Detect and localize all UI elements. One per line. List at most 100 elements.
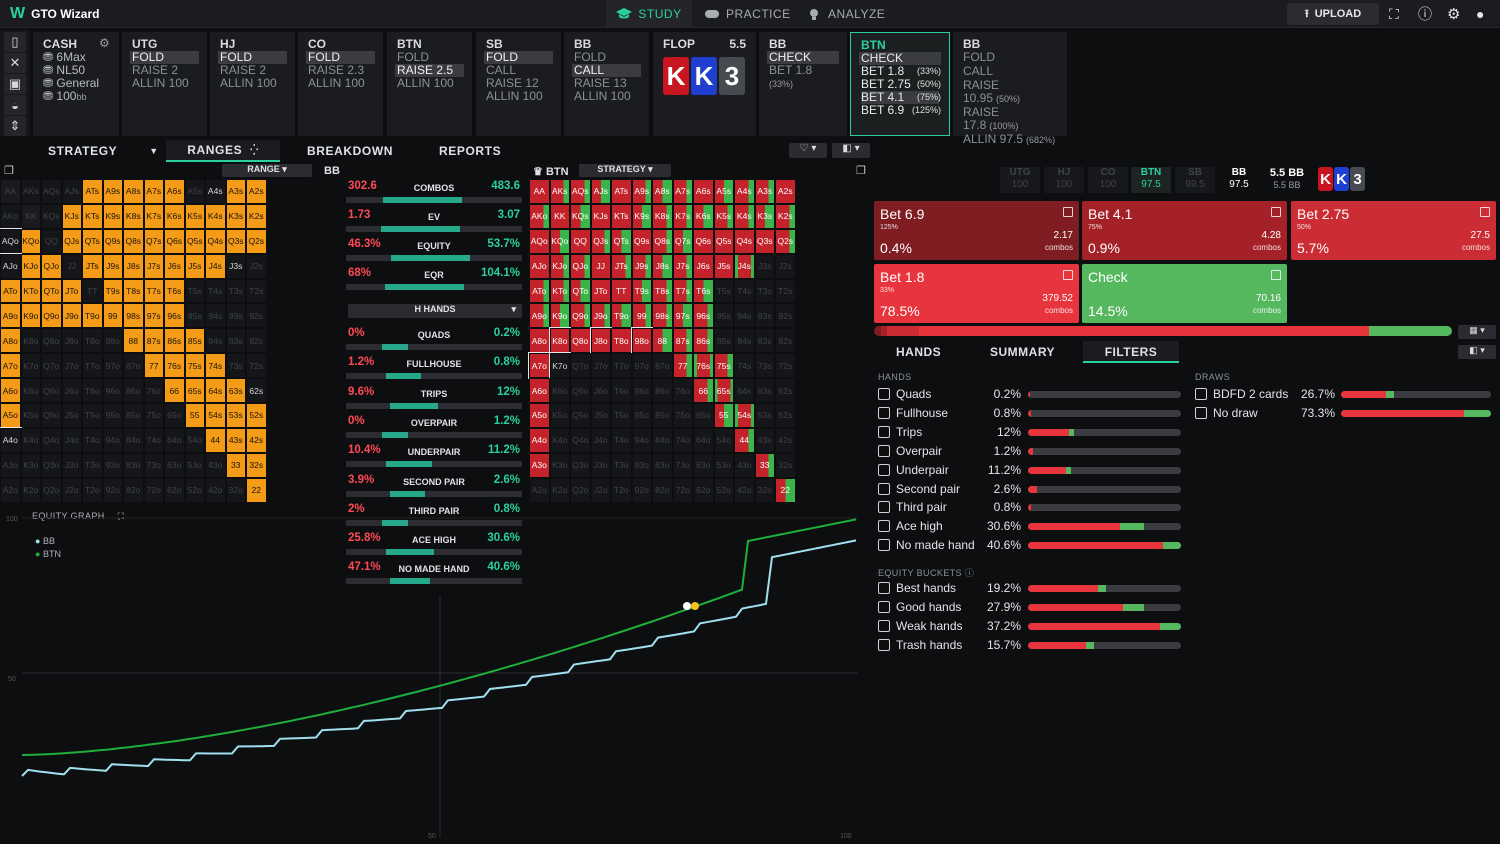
action-option[interactable]: BET 1.8 [769, 63, 813, 77]
hand-cell[interactable]: 44 [734, 427, 755, 453]
hand-cell[interactable]: AKs [20, 179, 41, 204]
hand-cell[interactable]: ATo [529, 278, 550, 304]
hand-cell[interactable]: K3s [754, 203, 775, 229]
checkbox[interactable] [878, 501, 890, 514]
hand-cell[interactable]: T6s [164, 278, 185, 304]
hand-cell[interactable]: 65o [164, 403, 185, 428]
action-card-bet-2-75[interactable]: Bet 2.75 50% 5.7% 27.5 combos [1291, 201, 1496, 260]
favorite-dropdown[interactable]: ♡ ▾ [789, 143, 827, 158]
action-option[interactable]: RAISE 2.5 [395, 64, 464, 77]
filter-ace-high[interactable]: Ace high [878, 517, 943, 535]
hand-cell[interactable]: K5s [713, 203, 734, 229]
hand-cell[interactable]: K4o [549, 427, 570, 453]
position-card-btn[interactable]: BTN FOLD RAISE 2.5 ALLIN 100 [387, 32, 472, 136]
action-option[interactable]: FOLD [306, 51, 375, 64]
hand-cell[interactable]: K8s [123, 203, 144, 229]
hand-cell[interactable]: AQs [570, 179, 591, 204]
hand-cell[interactable]: 92s [246, 303, 267, 329]
hand-cell[interactable]: 93o [102, 452, 123, 478]
action-option[interactable]: RAISE 17.8 (100%) [963, 106, 1057, 133]
hand-cell[interactable]: 99 [631, 303, 652, 329]
list-icon[interactable] [1271, 270, 1281, 280]
filter-good-hands[interactable]: Good hands [878, 598, 961, 616]
hand-cell[interactable]: AQs [41, 179, 62, 204]
hand-cell[interactable]: A6s [693, 179, 714, 204]
hand-cell[interactable]: T4o [82, 427, 103, 453]
hand-cell[interactable]: A7o [528, 352, 551, 380]
hand-cell[interactable]: A7s [672, 179, 693, 204]
hand-cell[interactable]: TT [611, 278, 632, 304]
checkbox[interactable] [878, 482, 890, 495]
position-card-hj[interactable]: HJ FOLD RAISE 2 ALLIN 100 [210, 32, 295, 136]
hand-cell[interactable]: J6o [61, 378, 82, 404]
account-icon[interactable]: ● [1476, 6, 1485, 22]
hand-cell[interactable]: 85o [123, 403, 144, 428]
hand-cell[interactable]: 42s [775, 427, 796, 453]
action-option[interactable]: FOLD [484, 51, 553, 64]
hand-cell[interactable]: T2o [82, 477, 103, 503]
hand-cell[interactable]: Q9o [570, 303, 591, 329]
hand-cell[interactable]: 93s [754, 303, 775, 329]
hand-cell[interactable]: A4o [529, 427, 550, 453]
hand-cell[interactable]: 86s [164, 328, 185, 354]
action-option[interactable]: BET 1.8 (33%) [861, 65, 941, 78]
filter-fullhouse[interactable]: Fullhouse [878, 404, 948, 422]
hand-cell[interactable]: 44 [205, 427, 226, 453]
hand-cell[interactable]: 52s [775, 403, 796, 428]
hand-cell[interactable]: 88 [652, 328, 673, 354]
action-option[interactable]: ALLIN 100 [220, 76, 277, 90]
hand-cell[interactable]: QTs [611, 228, 632, 254]
hand-cell[interactable]: 75s [184, 353, 205, 379]
action-option[interactable]: ALLIN 97.5 (682%) [963, 133, 1057, 147]
tab-hands[interactable]: HANDS [896, 345, 942, 359]
action-option[interactable]: ALLIN 100 [308, 76, 365, 90]
hand-cell[interactable]: KQo [20, 228, 41, 254]
hand-cell[interactable]: 92o [631, 477, 652, 503]
hand-cell[interactable]: 83s [754, 328, 775, 354]
hand-cell[interactable]: 83o [123, 452, 144, 478]
hand-cell[interactable]: T2o [611, 477, 632, 503]
hand-cell[interactable]: K6s [693, 203, 714, 229]
hand-cell[interactable]: Q4o [570, 427, 591, 453]
hand-cell[interactable]: J9o [590, 303, 611, 329]
hand-cell[interactable]: Q6o [41, 378, 62, 404]
hand-cell[interactable]: J7o [61, 353, 82, 379]
position-card-sb[interactable]: SB FOLD CALL RAISE 12 ALLIN 100 [476, 32, 561, 136]
checkbox[interactable] [878, 463, 890, 476]
hand-cell[interactable]: 93s [225, 303, 246, 329]
hand-cell[interactable]: A6o [529, 378, 550, 404]
hand-cell[interactable]: ATo [0, 278, 21, 304]
hand-cell[interactable]: Q2o [41, 477, 62, 503]
expand-icon[interactable]: ⇕ [4, 116, 26, 136]
hand-cell[interactable]: K7s [143, 203, 164, 229]
hand-cell[interactable]: A2s [775, 179, 796, 204]
hand-cell[interactable]: Q2o [570, 477, 591, 503]
hand-cell[interactable]: 82o [123, 477, 144, 503]
hand-cell[interactable]: T9s [631, 278, 652, 304]
hand-cell[interactable]: 54s [205, 403, 226, 428]
hand-cell[interactable]: 54o [184, 427, 205, 453]
hand-cell[interactable]: 73o [672, 452, 693, 478]
action-option[interactable]: RAISE 2 [220, 63, 267, 77]
hand-cell[interactable]: KQs [570, 203, 591, 229]
screenshot-icon[interactable]: ⛶ [1389, 5, 1400, 22]
hand-cell[interactable]: 87o [652, 353, 673, 379]
hand-cell[interactable]: 22 [246, 477, 267, 503]
hand-cell[interactable]: 84s [205, 328, 226, 354]
hand-cell[interactable]: 75o [672, 403, 693, 428]
hand-cell[interactable]: 97s [143, 303, 164, 329]
hand-cell[interactable]: Q3o [570, 452, 591, 478]
filter-weak-hands[interactable]: Weak hands [878, 617, 963, 635]
hand-cell[interactable]: 64o [693, 427, 714, 453]
hand-cell[interactable]: 53s [754, 403, 775, 428]
action-option[interactable]: CALL [486, 63, 517, 77]
checkbox[interactable] [878, 520, 890, 533]
hand-cell[interactable]: A2o [529, 477, 550, 503]
hand-cell[interactable]: T7o [82, 353, 103, 379]
hand-cell[interactable]: 22 [775, 477, 796, 503]
hand-cell[interactable]: 82o [652, 477, 673, 503]
hand-cell[interactable]: 43s [754, 427, 775, 453]
hand-cell[interactable]: AQo [529, 228, 550, 254]
hand-cell[interactable]: 33 [225, 452, 246, 478]
hand-cell[interactable]: AKo [0, 203, 21, 229]
